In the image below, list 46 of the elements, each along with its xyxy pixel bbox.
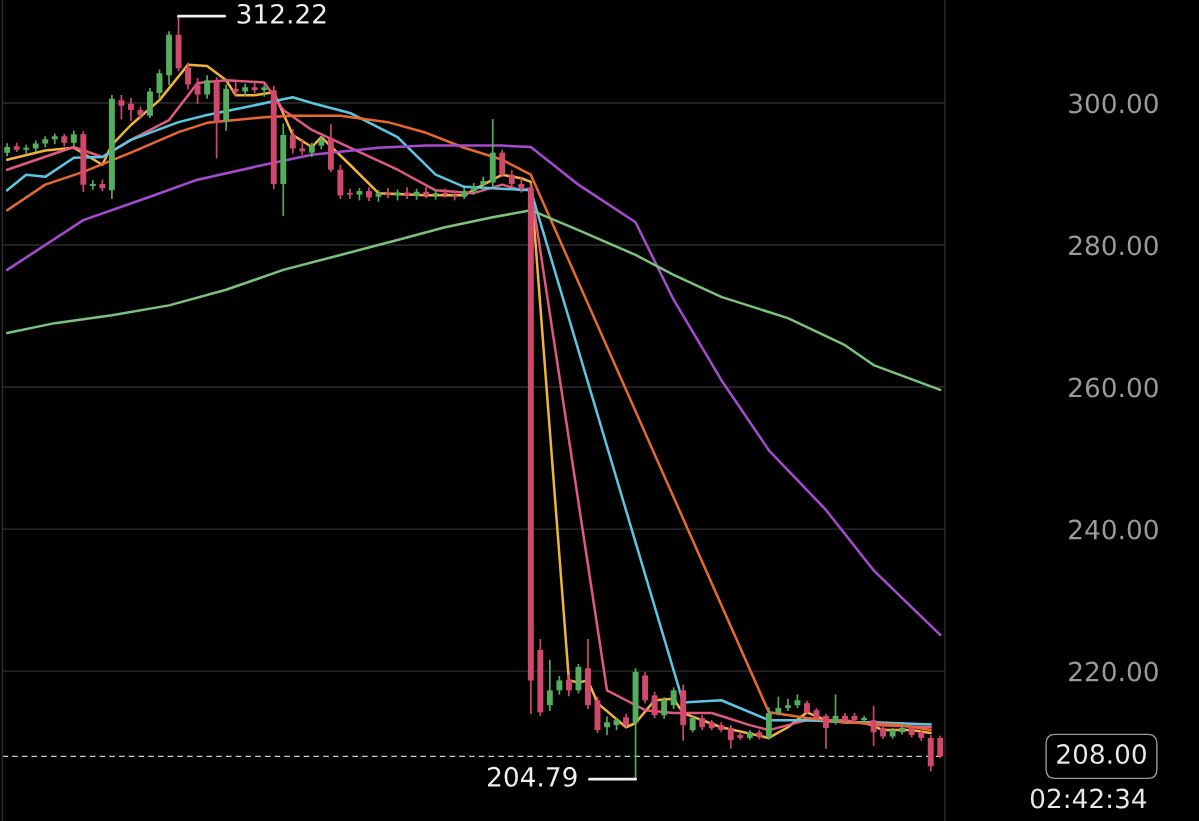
candlestick: [546, 659, 553, 712]
candlestick: [204, 75, 211, 99]
candlestick: [670, 687, 677, 709]
candlestick: [42, 136, 49, 148]
candlestick: [118, 95, 125, 120]
candlestick: [784, 698, 791, 712]
y-tick-label: 280.00: [1069, 235, 1158, 256]
candlestick: [661, 697, 668, 719]
candlestick: [518, 177, 525, 193]
annotation: 312.22: [237, 3, 326, 24]
candlestick: [604, 716, 610, 736]
candlestick: [565, 674, 572, 697]
candlestick: [823, 713, 829, 749]
text: 02:42:34: [1030, 788, 1147, 809]
candlestick: [727, 724, 734, 749]
candlestick: [51, 133, 58, 145]
candlestick: [499, 149, 506, 177]
candlestick: [261, 84, 268, 97]
candlestick: [127, 97, 134, 121]
y-tick-label: 220.00: [1069, 661, 1158, 682]
candlestick: [937, 735, 944, 758]
candlestick: [299, 139, 306, 155]
candlestick: [289, 129, 296, 154]
candlestick: [737, 732, 744, 741]
candlestick: [575, 663, 582, 694]
candlestick: [23, 144, 30, 155]
candlestick: [385, 188, 391, 199]
candlestick: [861, 715, 868, 724]
ref-line-label: 208.00: [1057, 744, 1146, 765]
candlestick: [346, 188, 353, 199]
candlestick: [232, 82, 239, 96]
candlestick: [251, 82, 258, 94]
candlestick: [870, 705, 877, 746]
y-tick-label: 260.00: [1069, 377, 1158, 398]
candlestick: [442, 188, 449, 198]
line-series: [5, 208, 942, 392]
candlestick: [404, 187, 410, 199]
candlestick: [194, 77, 201, 104]
candlestick: [651, 691, 658, 719]
y-tick-label: 300.00: [1069, 93, 1158, 114]
candlestick: [480, 176, 487, 191]
y-tick-label: 240.00: [1069, 519, 1158, 540]
candlestick: [185, 62, 192, 90]
candlestick: [89, 180, 96, 190]
annotation: 204.79: [488, 766, 577, 787]
line-series: [5, 144, 942, 637]
